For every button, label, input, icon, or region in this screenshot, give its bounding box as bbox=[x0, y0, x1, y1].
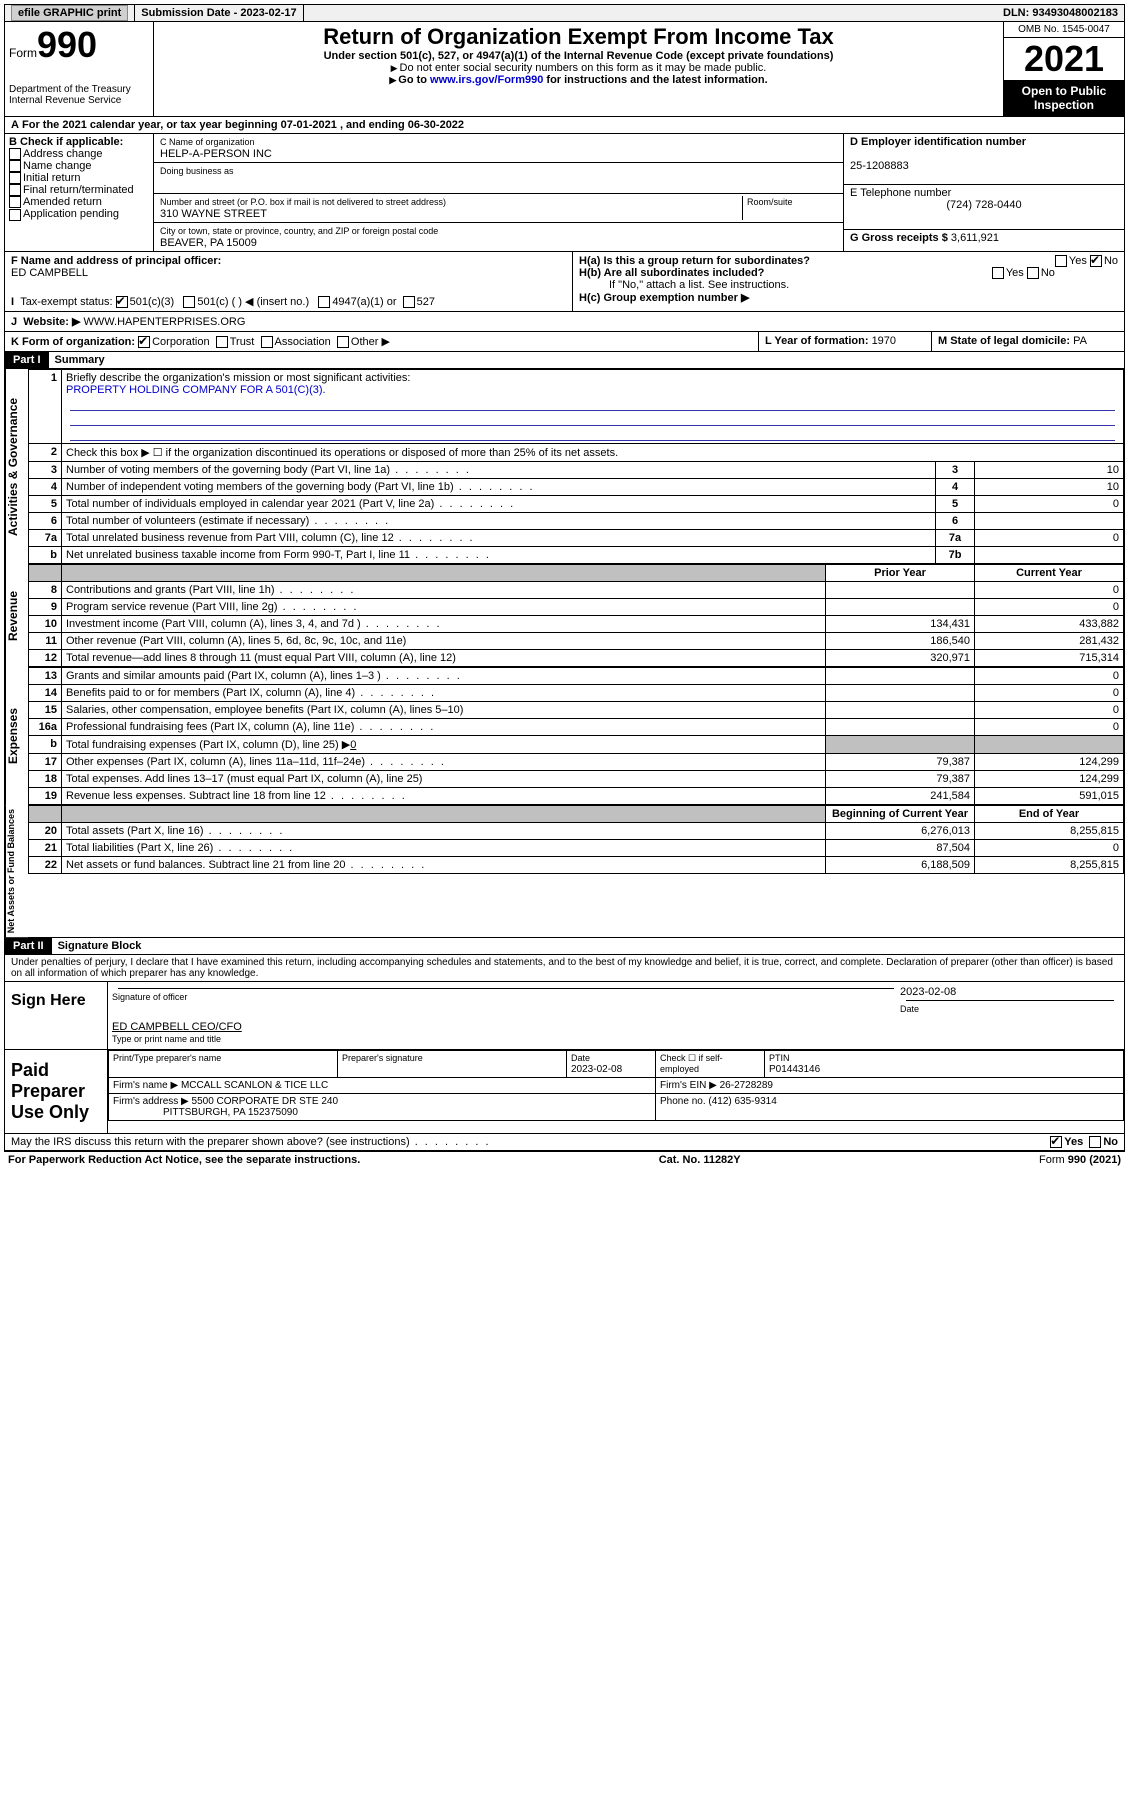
ein-label: D Employer identification number bbox=[850, 136, 1026, 148]
street-address: 310 WAYNE STREET bbox=[160, 208, 267, 220]
dln: DLN: 93493048002183 bbox=[997, 5, 1124, 21]
line-a: A For the 2021 calendar year, or tax yea… bbox=[4, 117, 1125, 134]
irs-label: Internal Revenue Service bbox=[9, 95, 149, 106]
main-title: Return of Organization Exempt From Incom… bbox=[158, 24, 999, 50]
firm-addr: 5500 CORPORATE DR STE 240 bbox=[192, 1096, 339, 1107]
firm-phone: (412) 635-9314 bbox=[708, 1096, 776, 1107]
vert-netassets: Net Assets or Fund Balances bbox=[5, 805, 28, 937]
subtitle-1: Under section 501(c), 527, or 4947(a)(1)… bbox=[158, 50, 999, 62]
submission-date: Submission Date - 2023-02-17 bbox=[135, 5, 303, 21]
state-domicile: PA bbox=[1073, 335, 1087, 347]
col-b-checkboxes: B Check if applicable: Address change Na… bbox=[5, 134, 154, 251]
firm-name: MCCALL SCANLON & TICE LLC bbox=[181, 1080, 328, 1091]
sign-here-label: Sign Here bbox=[5, 982, 108, 1049]
tax-year: 2021 bbox=[1004, 38, 1124, 80]
ein-value: 25-1208883 bbox=[850, 160, 909, 172]
part1-header: Part I bbox=[5, 352, 49, 368]
org-name: HELP-A-PERSON INC bbox=[160, 148, 272, 160]
ptin: P01443146 bbox=[769, 1064, 820, 1075]
part2-header: Part II bbox=[5, 938, 52, 954]
form-label: Form bbox=[9, 46, 37, 60]
city-state-zip: BEAVER, PA 15009 bbox=[160, 237, 257, 249]
sign-date: 2023-02-08 bbox=[900, 986, 956, 998]
officer-name: ED CAMPBELL CEO/CFO bbox=[112, 1021, 242, 1033]
subtitle-2: Do not enter social security numbers on … bbox=[400, 62, 767, 74]
omb-number: OMB No. 1545-0047 bbox=[1004, 22, 1124, 38]
irs-link[interactable]: www.irs.gov/Form990 bbox=[430, 74, 543, 86]
website: WWW.HAPENTERPRISES.ORG bbox=[83, 316, 245, 328]
year-formation: 1970 bbox=[872, 335, 896, 347]
vert-revenue: Revenue bbox=[5, 564, 28, 667]
paperwork-notice: For Paperwork Reduction Act Notice, see … bbox=[8, 1154, 360, 1166]
firm-ein: 26-2728289 bbox=[720, 1080, 773, 1091]
form-header: Form990 Department of the Treasury Inter… bbox=[4, 22, 1125, 117]
perjury-statement: Under penalties of perjury, I declare th… bbox=[4, 955, 1125, 982]
gross-receipts: 3,611,921 bbox=[951, 232, 999, 244]
top-bar: efile GRAPHIC print Submission Date - 20… bbox=[4, 4, 1125, 22]
vert-expenses: Expenses bbox=[5, 667, 28, 805]
mission-text[interactable]: PROPERTY HOLDING COMPANY FOR A 501(C)(3)… bbox=[66, 384, 326, 396]
vert-governance: Activities & Governance bbox=[5, 369, 28, 564]
dept-label: Department of the Treasury bbox=[9, 84, 149, 95]
form-number: 990 bbox=[37, 24, 97, 65]
efile-btn[interactable]: efile GRAPHIC print bbox=[11, 5, 128, 21]
paid-preparer-label: Paid Preparer Use Only bbox=[5, 1050, 108, 1133]
principal-officer: ED CAMPBELL bbox=[11, 267, 566, 279]
phone-label: E Telephone number bbox=[850, 187, 951, 199]
cat-no: Cat. No. 11282Y bbox=[659, 1154, 741, 1166]
phone-value: (724) 728-0440 bbox=[850, 199, 1118, 211]
